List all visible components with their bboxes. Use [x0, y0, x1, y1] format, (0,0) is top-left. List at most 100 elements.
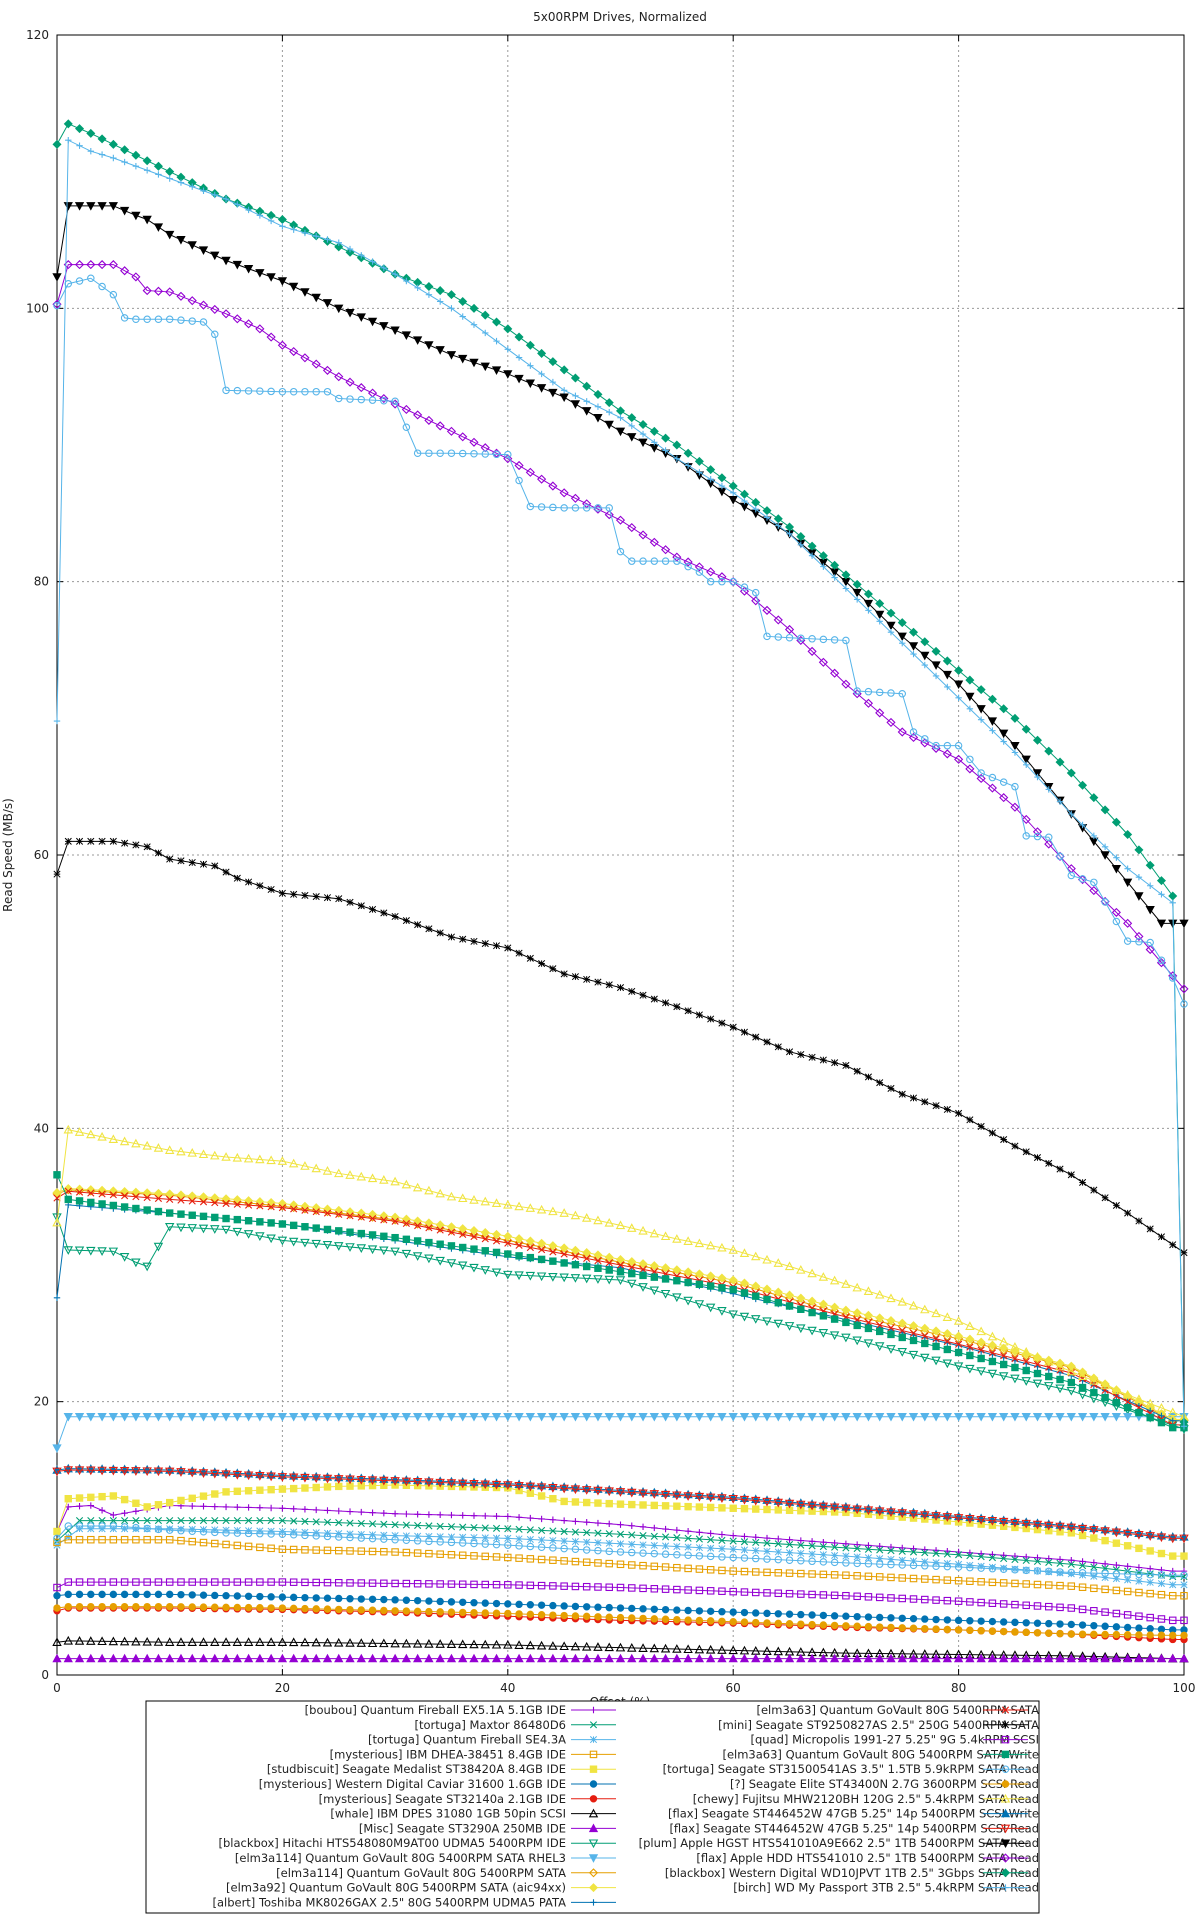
- data-point: [683, 1267, 693, 1277]
- data-point: [199, 1578, 208, 1586]
- data-point: [1112, 1398, 1121, 1407]
- data-point: [188, 1537, 196, 1546]
- data-point: [717, 473, 727, 483]
- data-point: [1112, 1569, 1121, 1578]
- data-point: [953, 1413, 964, 1422]
- data-point: [289, 1221, 298, 1230]
- data-point: [233, 1487, 242, 1496]
- data-point: [1021, 755, 1031, 765]
- data-point: [661, 1615, 670, 1623]
- data-point: [74, 1246, 85, 1256]
- data-point: [987, 1340, 997, 1350]
- data-point: [942, 1513, 953, 1522]
- data-point: [605, 1539, 613, 1547]
- data-point: [852, 1336, 862, 1346]
- data-point: [944, 683, 951, 691]
- data-point: [154, 1501, 163, 1509]
- data-point: [435, 1256, 445, 1266]
- data-point: [199, 1526, 208, 1534]
- data-point: [570, 1245, 580, 1255]
- data-point: [335, 1227, 343, 1235]
- data-point: [536, 1413, 547, 1422]
- series-25: [52, 260, 1189, 994]
- data-point: [53, 1538, 61, 1547]
- data-point: [673, 1563, 681, 1572]
- data-point: [605, 1259, 613, 1267]
- data-point: [390, 1653, 400, 1663]
- data-point: [470, 1232, 478, 1241]
- data-point: [807, 646, 817, 656]
- data-point: [988, 1599, 997, 1608]
- data-point: [493, 337, 500, 345]
- data-point: [446, 290, 456, 300]
- data-point: [481, 1247, 489, 1255]
- data-point: [356, 1413, 366, 1422]
- data-point: [965, 1321, 975, 1330]
- data-point: [142, 1413, 152, 1422]
- data-point: [604, 1413, 614, 1422]
- data-point: [482, 1512, 489, 1520]
- data-point: [121, 158, 128, 166]
- data-point: [379, 393, 389, 404]
- data-point: [198, 1637, 209, 1646]
- legend-entry: [tortuga] Quantum Fireball SE4.3A: [368, 1733, 616, 1747]
- data-point: [469, 1229, 479, 1239]
- data-point: [616, 1583, 625, 1592]
- data-point: [672, 1644, 682, 1653]
- data-point: [301, 1206, 309, 1214]
- data-point: [1112, 917, 1121, 926]
- data-point: [403, 277, 410, 285]
- data-point: [672, 1653, 682, 1663]
- data-point: [775, 1535, 782, 1543]
- data-point: [132, 1525, 140, 1533]
- data-point: [1022, 1628, 1030, 1637]
- data-point: [932, 1625, 940, 1633]
- data-point: [334, 1653, 344, 1663]
- data-point: [504, 1553, 512, 1562]
- data-point: [752, 1292, 760, 1300]
- data-point: [1180, 1571, 1188, 1579]
- data-point: [763, 1038, 771, 1046]
- data-point: [413, 1237, 422, 1245]
- data-point: [615, 1413, 626, 1422]
- data-point: [267, 1593, 275, 1601]
- data-point: [1180, 1573, 1188, 1581]
- series-15: [53, 1187, 1188, 1429]
- data-point: [1169, 1552, 1177, 1560]
- data-point: [446, 351, 457, 360]
- data-point: [480, 1639, 490, 1649]
- data-point: [119, 1136, 130, 1146]
- data-point: [1000, 1554, 1008, 1563]
- data-point: [324, 1507, 331, 1514]
- data-point: [1157, 956, 1166, 964]
- data-point: [469, 1639, 479, 1649]
- data-point: [108, 202, 118, 211]
- data-point: [481, 1552, 490, 1561]
- data-point: [457, 1639, 468, 1649]
- data-point: [165, 1535, 174, 1544]
- data-point: [818, 551, 828, 561]
- data-point: [492, 1248, 501, 1257]
- data-point: [638, 1225, 648, 1235]
- data-point: [1066, 1413, 1076, 1422]
- data-point: [830, 1621, 839, 1630]
- data-point: [492, 1599, 501, 1608]
- data-point: [752, 1609, 760, 1617]
- data-point: [63, 1413, 73, 1422]
- data-point: [987, 694, 997, 704]
- data-point: [322, 1653, 333, 1663]
- data-point: [357, 1547, 366, 1555]
- data-point: [312, 1605, 320, 1613]
- data-point: [784, 1653, 795, 1663]
- data-point: [142, 156, 152, 166]
- data-point: [345, 377, 355, 387]
- data-point: [548, 388, 558, 398]
- data-point: [278, 1516, 286, 1525]
- data-point: [594, 504, 602, 512]
- data-point: [514, 332, 524, 342]
- data-point: [908, 1653, 919, 1663]
- data-point: [1123, 1631, 1132, 1639]
- data-point: [187, 1413, 197, 1422]
- data-point: [300, 1473, 310, 1483]
- series-line: [56, 139, 1185, 1427]
